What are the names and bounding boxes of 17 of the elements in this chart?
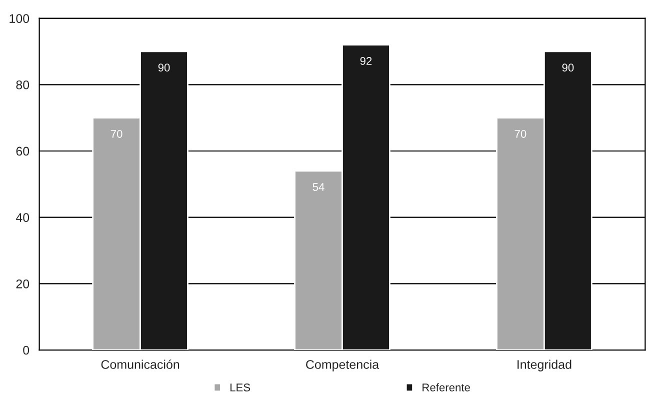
y-tick-label: 0 [23, 346, 30, 355]
y-tick-label: 40 [16, 213, 30, 222]
y-tick-label: 20 [16, 279, 30, 288]
legend-label: LES [230, 384, 250, 392]
data-label: 54 [312, 183, 324, 191]
x-tick-label: Comunicación [101, 360, 180, 369]
data-label: 90 [158, 64, 170, 72]
data-label: 70 [514, 130, 526, 138]
y-tick-label: 60 [16, 146, 30, 156]
y-tick-label: 80 [16, 80, 30, 90]
data-label: 70 [110, 130, 122, 138]
data-label: 90 [562, 64, 574, 72]
data-label: 92 [360, 57, 372, 65]
x-tick-label: Competencia [306, 360, 380, 372]
legend-label: Referente [422, 383, 470, 392]
x-tick-label: Integridad [518, 360, 572, 372]
y-tick-label: 100 [10, 14, 30, 23]
